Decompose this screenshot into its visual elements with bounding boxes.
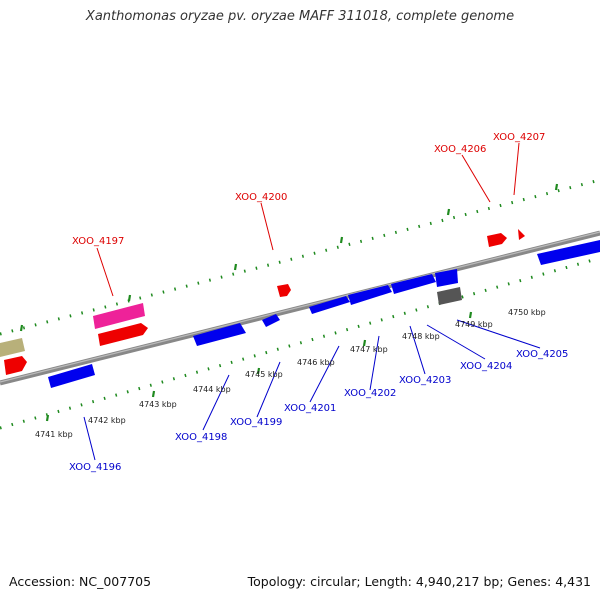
gene-label[interactable]: XOO_4203 — [399, 375, 451, 386]
gene-xoo-4197-pseudo[interactable] — [93, 303, 145, 329]
reverse-leaders — [83, 319, 541, 461]
reverse-gene-labels: XOO_4196 XOO_4198 XOO_4199 XOO_4201 XOO_… — [69, 349, 568, 473]
reverse-genes[interactable] — [48, 240, 600, 388]
major-tick — [362, 339, 367, 347]
gene-label[interactable]: XOO_4199 — [230, 417, 282, 428]
kbp-label: 4743 kbp — [139, 400, 177, 409]
gene-xoo-4206[interactable] — [487, 233, 507, 247]
gene-label[interactable]: XOO_4200 — [235, 192, 287, 203]
gene-label[interactable]: XOO_4206 — [434, 144, 486, 155]
genome-backbone-highlight — [0, 231, 600, 383]
gene-xoo-4203[interactable] — [391, 274, 436, 294]
forward-tick-track — [0, 178, 600, 336]
major-tick — [19, 324, 24, 332]
kbp-labels: 4741 kbp 4742 kbp 4743 kbp 4744 kbp 4745… — [35, 308, 546, 439]
kbp-label: 4750 kbp — [508, 308, 546, 317]
forward-major-ticks — [19, 183, 559, 332]
gene-xoo-4201[interactable] — [309, 296, 350, 314]
forward-genes — [4, 229, 525, 375]
page-title: Xanthomonas oryzae pv. oryzae MAFF 31101… — [85, 9, 515, 24]
major-tick — [554, 183, 559, 191]
genome-backbone — [0, 230, 600, 386]
gene-xoo-4205[interactable] — [537, 240, 600, 265]
kbp-label: 4747 kbp — [350, 345, 388, 354]
kbp-label: 4742 kbp — [88, 416, 126, 425]
gene-xoo-4202[interactable] — [348, 285, 392, 305]
gene-label[interactable]: XOO_4197 — [72, 236, 124, 247]
kbp-label: 4749 kbp — [455, 320, 493, 329]
forward-leaders — [96, 142, 520, 297]
gene-label[interactable]: XOO_4207 — [493, 132, 545, 143]
kbp-label: 4746 kbp — [297, 358, 335, 367]
gene-xoo-4198[interactable] — [193, 323, 246, 346]
gene-xoo-4207[interactable] — [518, 229, 525, 240]
gene-xoo-4200[interactable] — [277, 284, 291, 297]
gene-rna[interactable] — [437, 287, 462, 305]
gene-other[interactable] — [0, 338, 25, 357]
gene-label[interactable]: XOO_4205 — [516, 349, 568, 360]
gene-label[interactable]: XOO_4204 — [460, 361, 512, 372]
gene-xoo-4197[interactable] — [98, 323, 148, 346]
kbp-label: 4745 kbp — [245, 370, 283, 379]
reverse-major-ticks — [45, 311, 473, 422]
kbp-label: 4744 kbp — [193, 385, 231, 394]
gene-label[interactable]: XOO_4201 — [284, 403, 336, 414]
major-tick — [468, 311, 473, 319]
major-tick — [151, 390, 156, 398]
gene-xoo-4195[interactable] — [4, 356, 27, 375]
major-tick — [45, 414, 50, 422]
forward-gene-labels: XOO_4197 XOO_4200 XOO_4206 XOO_4207 — [72, 132, 545, 247]
major-tick — [256, 367, 261, 375]
major-tick — [127, 294, 132, 302]
topology-text: Topology: circular; Length: 4,940,217 bp… — [247, 574, 591, 589]
major-tick — [339, 236, 344, 244]
gene-label[interactable]: XOO_4196 — [69, 462, 121, 473]
gene-xoo-4196[interactable] — [48, 364, 95, 388]
gene-label[interactable]: XOO_4198 — [175, 432, 227, 443]
major-tick — [233, 263, 238, 271]
kbp-label: 4748 kbp — [402, 332, 440, 341]
accession-text: Accession: NC_007705 — [9, 574, 152, 589]
major-tick — [446, 208, 451, 216]
kbp-label: 4741 kbp — [35, 430, 73, 439]
gene-xoo-4199[interactable] — [262, 314, 280, 327]
gene-xoo-4204[interactable] — [435, 269, 458, 287]
gene-label[interactable]: XOO_4202 — [344, 388, 396, 399]
